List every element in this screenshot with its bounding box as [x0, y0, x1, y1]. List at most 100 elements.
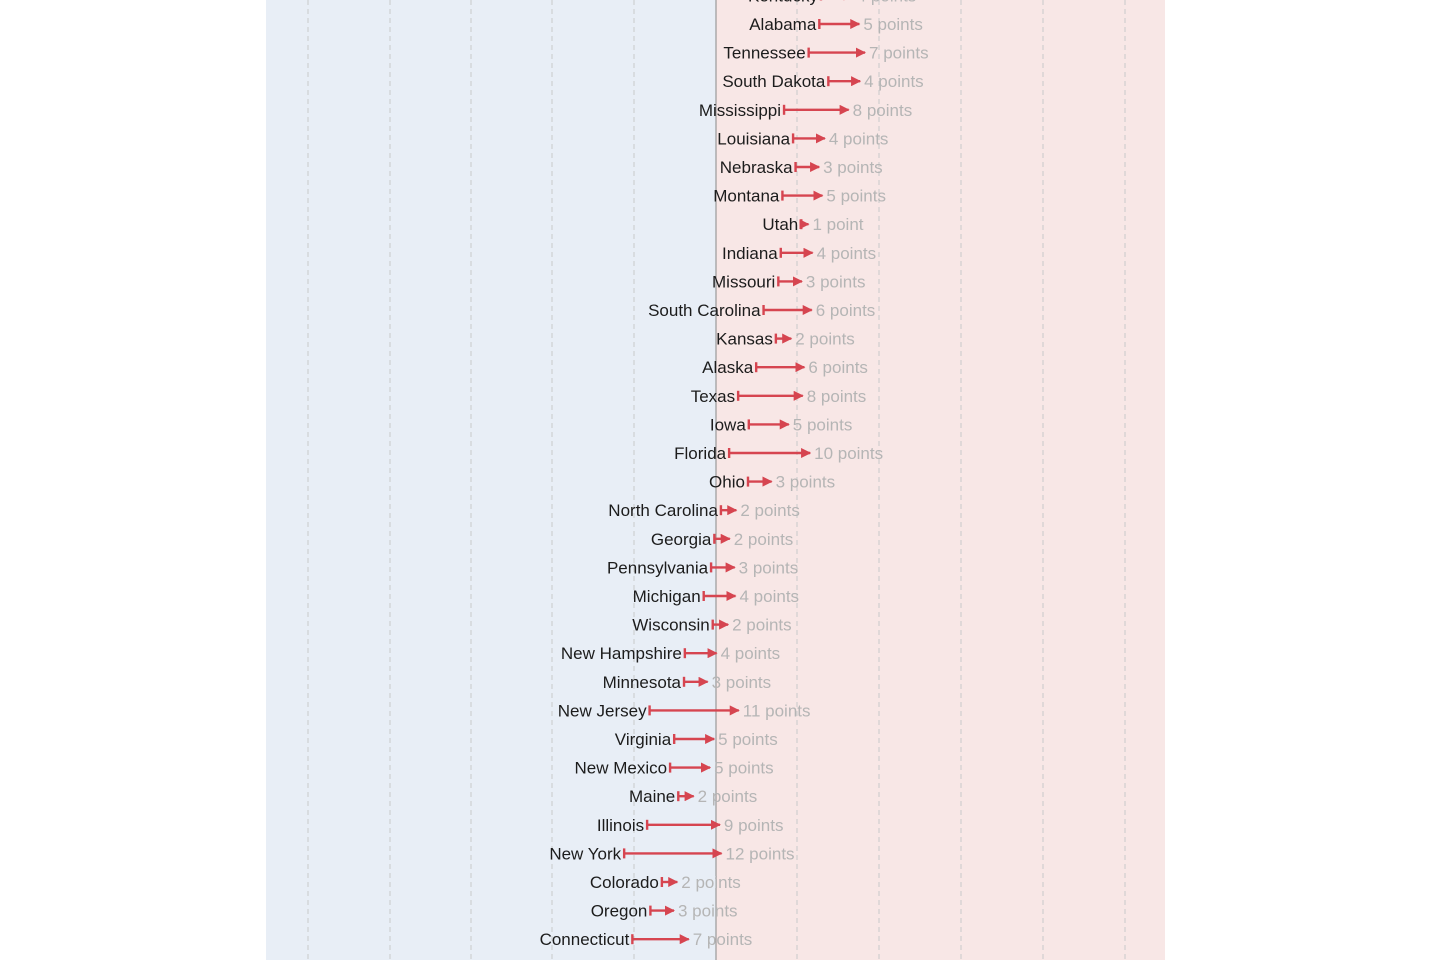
state-label: New Jersey [558, 701, 647, 720]
state-label: South Dakota [722, 72, 826, 91]
democratic-side-background [266, 0, 716, 960]
state-row: Alabama 5 points [749, 15, 923, 34]
state-row: Oregon 3 points [591, 902, 738, 921]
shift-label: 4 points [864, 72, 924, 91]
shift-label: 3 points [823, 158, 883, 177]
shift-label: 2 points [740, 501, 800, 520]
shift-label: 8 points [853, 101, 913, 120]
state-label: Mississippi [699, 101, 781, 120]
state-row: Pennsylvania 3 points [607, 558, 798, 577]
state-label: South Carolina [648, 301, 761, 320]
state-label: Illinois [597, 816, 644, 835]
state-row: Michigan 4 points [633, 587, 799, 606]
state-row: Nebraska 3 points [720, 158, 883, 177]
shift-label: 2 points [681, 873, 741, 892]
shift-label: 4 points [857, 0, 917, 5]
shift-label: 3 points [678, 902, 738, 921]
shift-label: 4 points [721, 644, 781, 663]
state-row: New Hampshire 4 points [561, 644, 780, 663]
state-row: Illinois 9 points [597, 816, 784, 835]
shift-label: 3 points [806, 272, 866, 291]
state-row: New Mexico 5 points [574, 759, 773, 778]
shift-label: 12 points [726, 844, 795, 863]
state-row: Kansas 2 points [716, 330, 855, 349]
republican-side-background [716, 0, 1165, 960]
state-label: Missouri [712, 272, 775, 291]
state-row: South Carolina 6 points [648, 301, 875, 320]
shift-label: 2 points [734, 530, 794, 549]
state-label: New Mexico [574, 759, 667, 778]
state-row: Montana 5 points [713, 187, 886, 206]
shift-label: 4 points [817, 244, 877, 263]
shift-label: 3 points [776, 473, 836, 492]
state-label: Minnesota [603, 673, 682, 692]
state-label: Louisiana [717, 129, 790, 148]
state-label: Connecticut [540, 930, 630, 949]
state-label: New York [549, 844, 621, 863]
state-row: North Carolina 2 points [608, 501, 800, 520]
state-row: Utah 1 point [762, 215, 863, 234]
state-row: Minnesota 3 points [603, 673, 772, 692]
state-row: Ohio 3 points [709, 473, 835, 492]
state-label: Alaska [702, 358, 754, 377]
state-label: Utah [762, 215, 798, 234]
shift-label: 5 points [718, 730, 778, 749]
shift-label: 5 points [863, 15, 923, 34]
shift-label: 4 points [740, 587, 800, 606]
state-label: Texas [691, 387, 735, 406]
state-label: Alabama [749, 15, 817, 34]
state-row: Tennessee 7 points [723, 44, 928, 63]
state-row: Indiana 4 points [722, 244, 876, 263]
shift-label: 2 points [698, 787, 758, 806]
state-row: Louisiana 4 points [717, 129, 888, 148]
shift-label: 6 points [808, 358, 868, 377]
state-row: Alaska 6 points [702, 358, 868, 377]
state-row: Georgia 2 points [651, 530, 793, 549]
state-label: Ohio [709, 473, 745, 492]
shift-label: 2 points [732, 616, 792, 635]
state-label: Iowa [710, 415, 746, 434]
state-label: Kansas [716, 330, 773, 349]
state-row: Texas 8 points [691, 387, 867, 406]
state-label: Indiana [722, 244, 778, 263]
shift-label: 3 points [712, 673, 772, 692]
state-row: Missouri 3 points [712, 272, 865, 291]
state-label: Montana [713, 187, 780, 206]
state-row: Mississippi 8 points [699, 101, 912, 120]
shift-label: 10 points [814, 444, 883, 463]
state-rows: Kentucky 4 points Alabama 5 points Tennessee… [498, 0, 929, 965]
state-row: Colorado 2 points [590, 873, 741, 892]
shift-label: 2 points [795, 330, 855, 349]
state-row: New Jersey 11 points [558, 701, 811, 720]
state-label: New Hampshire [561, 644, 682, 663]
state-label: Michigan [633, 587, 701, 606]
state-row: Connecticut 7 points [540, 930, 753, 949]
state-label: Florida [674, 444, 727, 463]
shift-label: 9 points [724, 816, 784, 835]
shift-label: 5 points [793, 415, 853, 434]
state-row: Virginia 5 points [615, 730, 778, 749]
state-row: Florida 10 points [674, 444, 883, 463]
state-label: Pennsylvania [607, 558, 709, 577]
state-row: Kentucky 4 points [748, 0, 916, 5]
state-label: Nebraska [720, 158, 793, 177]
state-row: New York 12 points [549, 844, 794, 863]
shift-label: 3 points [739, 558, 799, 577]
state-label: Maine [629, 787, 675, 806]
state-label: Oregon [591, 902, 648, 921]
state-label: Colorado [590, 873, 659, 892]
shift-label: 6 points [816, 301, 876, 320]
state-label: Virginia [615, 730, 672, 749]
shift-label: 5 points [714, 759, 774, 778]
shift-label: 11 points [743, 701, 811, 720]
state-label: Wisconsin [632, 616, 709, 635]
shift-label: 4 points [829, 129, 889, 148]
state-row: Iowa 5 points [710, 415, 852, 434]
state-label: Georgia [651, 530, 712, 549]
state-row: South Dakota 4 points [722, 72, 923, 91]
state-label: North Carolina [608, 501, 718, 520]
shift-label: 5 points [826, 187, 886, 206]
shift-label: 7 points [693, 930, 753, 949]
